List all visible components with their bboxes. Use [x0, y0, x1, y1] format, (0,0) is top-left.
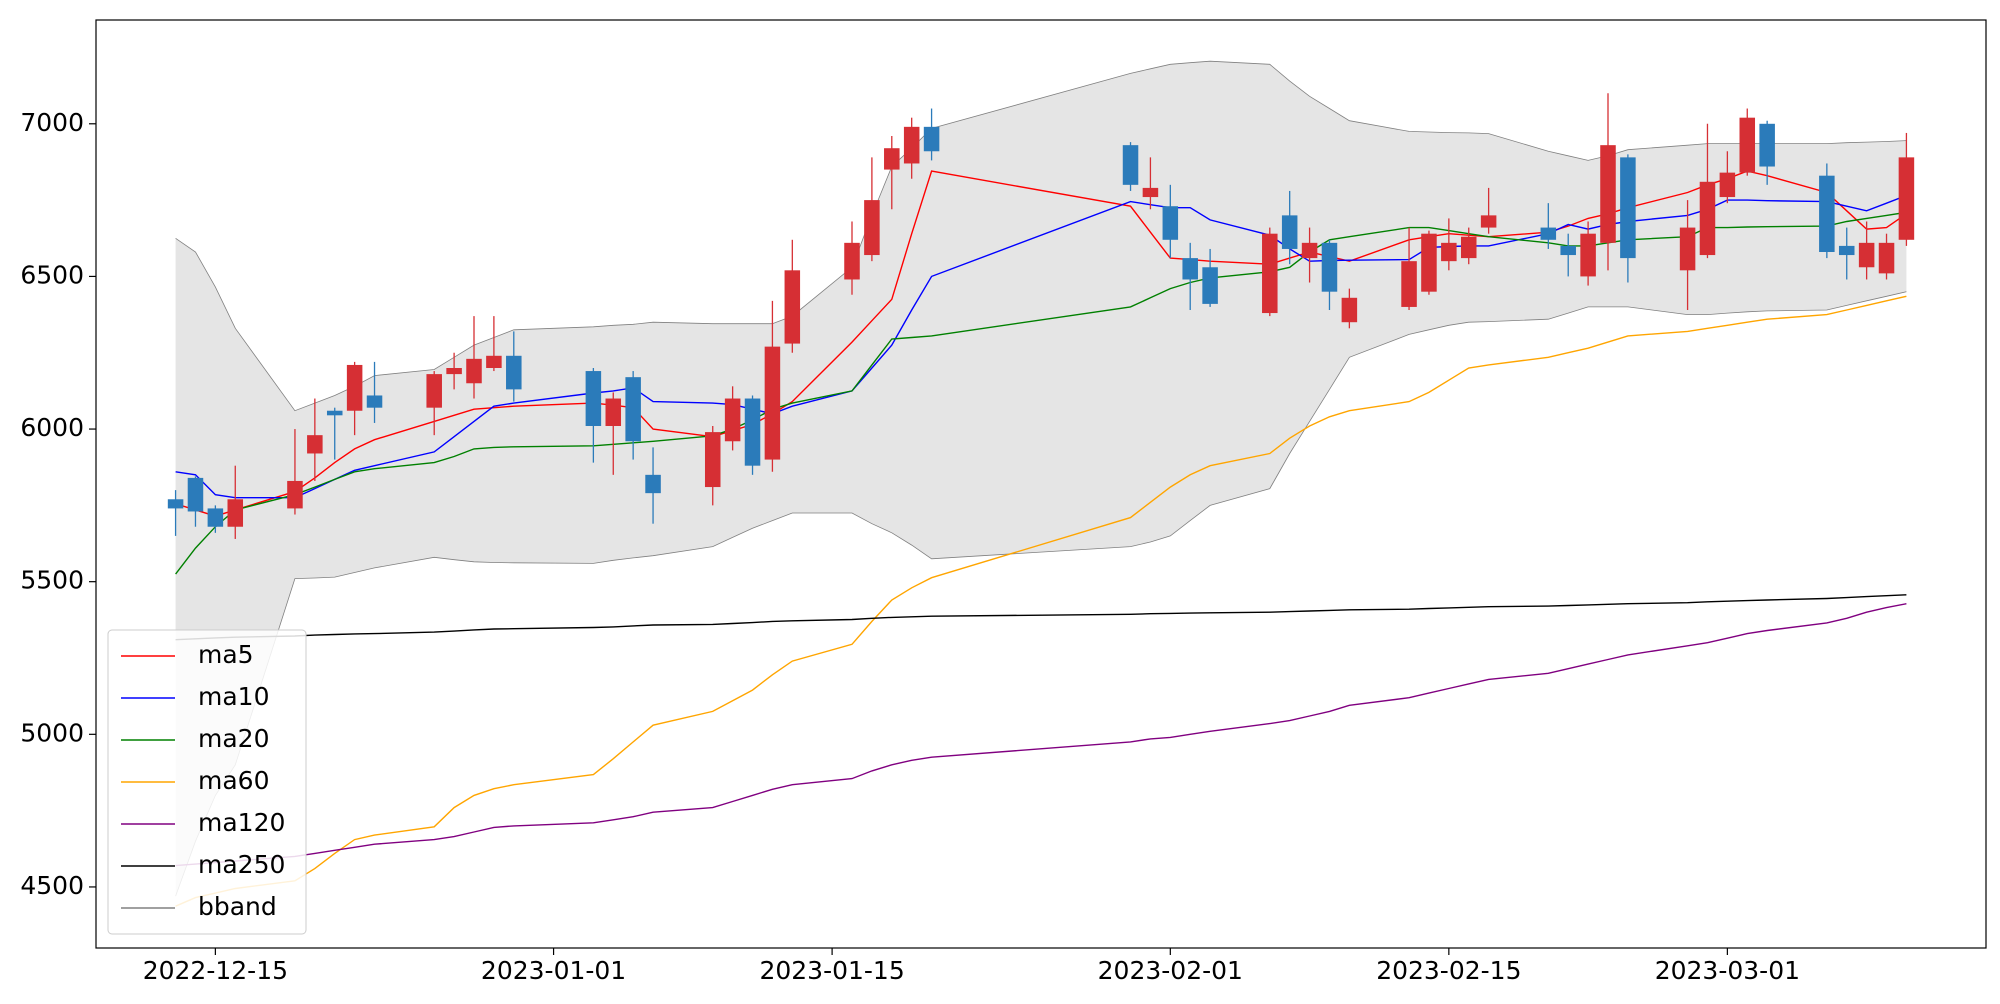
plot-frame	[95, 19, 1987, 949]
candle-body	[1620, 157, 1636, 259]
candle-body	[1401, 261, 1417, 307]
legend-label: ma20	[198, 724, 269, 753]
y-tick-label: 7000	[20, 108, 84, 137]
candle-body	[1878, 242, 1895, 274]
candle-body	[1560, 245, 1576, 256]
candle-body	[784, 270, 801, 344]
candle-body	[1580, 233, 1596, 277]
candle-body	[1819, 175, 1835, 252]
legend-label: ma60	[198, 766, 269, 795]
candle-body	[1441, 242, 1457, 262]
candle-body	[1122, 145, 1139, 185]
candle-body	[1321, 242, 1338, 292]
candle-body	[605, 398, 622, 426]
candle-body	[585, 371, 602, 426]
x-tick-label: 2023-03-01	[1655, 956, 1800, 985]
candle-body	[1262, 233, 1278, 314]
candle-body	[884, 148, 900, 170]
candle-body	[903, 126, 920, 164]
y-tick-label: 6500	[20, 260, 84, 289]
legend-label: bband	[198, 892, 277, 921]
legend-label: ma10	[198, 682, 269, 711]
candle-body	[1202, 267, 1218, 304]
candle-body	[1679, 227, 1696, 271]
y-tick-label: 4500	[20, 871, 84, 900]
candle-body	[1142, 187, 1159, 198]
candle-body	[764, 346, 781, 460]
candle-body	[1421, 233, 1437, 292]
x-tick-label: 2023-01-01	[481, 956, 626, 985]
candle-body	[923, 126, 940, 152]
ma-line	[175, 194, 1907, 499]
candle-body	[287, 480, 303, 509]
candle-body	[724, 398, 741, 442]
bband-lower	[175, 291, 1907, 897]
bband-upper	[175, 60, 1907, 412]
candle-body	[1898, 157, 1915, 240]
candle-body	[1341, 297, 1358, 323]
candle-body	[1540, 227, 1557, 240]
y-tick-label: 5000	[20, 718, 84, 747]
x-tick-label: 2023-02-15	[1376, 956, 1521, 985]
candle-body	[1301, 242, 1318, 259]
candle-body	[1858, 242, 1875, 268]
candle-body	[1719, 172, 1736, 198]
candle-body	[426, 374, 442, 408]
ma-line	[175, 170, 1907, 517]
legend-label: ma250	[198, 850, 285, 879]
candle-body	[1699, 181, 1716, 256]
candle-body	[227, 499, 244, 527]
candle-body	[466, 358, 482, 384]
candle-body	[446, 368, 462, 375]
candle-body	[167, 499, 184, 509]
legend: ma5 ma10 ma20 ma60 ma120 ma250 bband	[107, 629, 307, 935]
candle-body	[645, 474, 661, 494]
candle-body	[1182, 258, 1198, 280]
x-tick-label: 2022-12-15	[143, 956, 288, 985]
candle-body	[326, 410, 343, 416]
candle-body	[864, 200, 880, 256]
candle-body	[506, 355, 522, 390]
ma-line	[175, 211, 1907, 575]
candle-body	[1838, 245, 1855, 256]
candle-body	[1739, 117, 1756, 173]
candle-body	[346, 364, 363, 411]
candle-body	[844, 242, 860, 280]
x-tick-label: 2023-01-15	[759, 956, 904, 985]
candle-body	[1460, 236, 1477, 259]
candle-body	[1480, 215, 1497, 228]
plot-area	[167, 60, 1915, 907]
ma-line	[175, 594, 1907, 641]
candle-body	[625, 377, 641, 442]
candle-body	[187, 477, 204, 512]
candle-body	[307, 435, 323, 454]
candle-body	[1759, 123, 1775, 167]
candle-body	[366, 395, 383, 408]
y-tick-label: 6000	[20, 413, 84, 442]
legend-label: ma5	[198, 640, 254, 669]
candle-body	[1281, 215, 1298, 249]
candle-body	[486, 355, 502, 368]
ma-line	[175, 295, 1907, 907]
legend-box	[107, 629, 307, 935]
candle-body	[1600, 145, 1616, 243]
ma-line	[175, 603, 1907, 867]
bband-area	[175, 61, 1907, 897]
x-tick-label: 2023-02-01	[1098, 956, 1243, 985]
legend-label: ma120	[198, 808, 285, 837]
candle-body	[1162, 206, 1179, 240]
candle-body	[744, 398, 761, 466]
candle-body	[207, 508, 224, 527]
candle-body	[704, 432, 721, 488]
y-tick-label: 5500	[20, 566, 84, 595]
